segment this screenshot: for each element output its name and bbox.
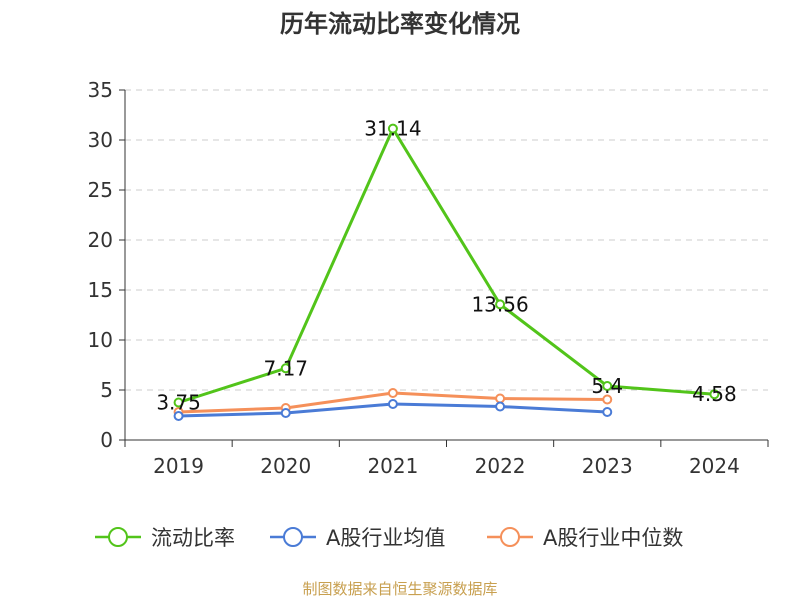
legend-marker	[108, 527, 128, 547]
data-labels: 3.75 7.17 31.14 13.56 5.4 4.58	[156, 117, 736, 415]
y-tick-label: 20	[88, 228, 113, 252]
y-tick-label: 25	[88, 178, 113, 202]
x-tick-label: 2020	[260, 454, 311, 478]
y-tick-label: 35	[88, 78, 113, 102]
data-point	[602, 381, 613, 391]
data-label: 4.58	[692, 382, 737, 406]
data-point	[495, 299, 506, 310]
legend-marker	[283, 527, 303, 547]
y-tick-label: 0	[100, 428, 113, 452]
y-tick-label: 5	[100, 378, 113, 402]
legend-marker	[500, 527, 520, 547]
axes: 0 5 10 15 20 25 30 35 2019 2020 2021 2022 2023 2024	[88, 78, 769, 478]
chart-title: 历年流动比率变化情况	[280, 10, 520, 38]
data-label: 13.56	[471, 292, 528, 316]
data-point	[495, 393, 506, 404]
series-line-0	[178, 127, 715, 404]
data-label: 3.75	[156, 391, 201, 415]
legend-item-0[interactable]: 流动比率	[95, 526, 235, 550]
y-tick-label: 30	[88, 128, 113, 152]
data-point	[495, 401, 506, 412]
data-point	[280, 363, 291, 374]
legend-item-2[interactable]: A股行业中位数	[487, 526, 683, 550]
x-tick-label: 2022	[475, 454, 526, 478]
data-point	[387, 123, 398, 134]
legend[interactable]: 流动比率 A股行业均值 A股行业中位数	[95, 526, 683, 550]
legend-item-1[interactable]: A股行业均值	[270, 526, 445, 550]
data-point	[173, 411, 184, 421]
grid-lines	[125, 89, 768, 391]
data-label: 31.14	[364, 117, 421, 141]
series-lines	[173, 123, 720, 421]
data-point	[280, 408, 291, 418]
data-point	[173, 397, 184, 408]
data-label: 7.17	[263, 356, 308, 380]
x-tick-label: 2019	[153, 454, 204, 478]
data-point	[602, 407, 613, 417]
data-point	[709, 389, 720, 400]
legend-label: A股行业中位数	[543, 526, 683, 550]
data-label: 5.4	[591, 374, 623, 398]
legend-label: A股行业均值	[326, 526, 445, 550]
data-point	[387, 399, 398, 409]
data-point	[602, 394, 613, 405]
x-tick-label: 2023	[582, 454, 633, 478]
source-note: 制图数据来自恒生聚源数据库	[302, 580, 498, 598]
data-point	[387, 388, 398, 398]
x-tick-label: 2021	[367, 454, 418, 478]
x-tick-label: 2024	[689, 454, 740, 478]
y-tick-label: 10	[88, 328, 113, 352]
legend-label: 流动比率	[151, 526, 235, 550]
y-tick-label: 15	[88, 278, 113, 302]
